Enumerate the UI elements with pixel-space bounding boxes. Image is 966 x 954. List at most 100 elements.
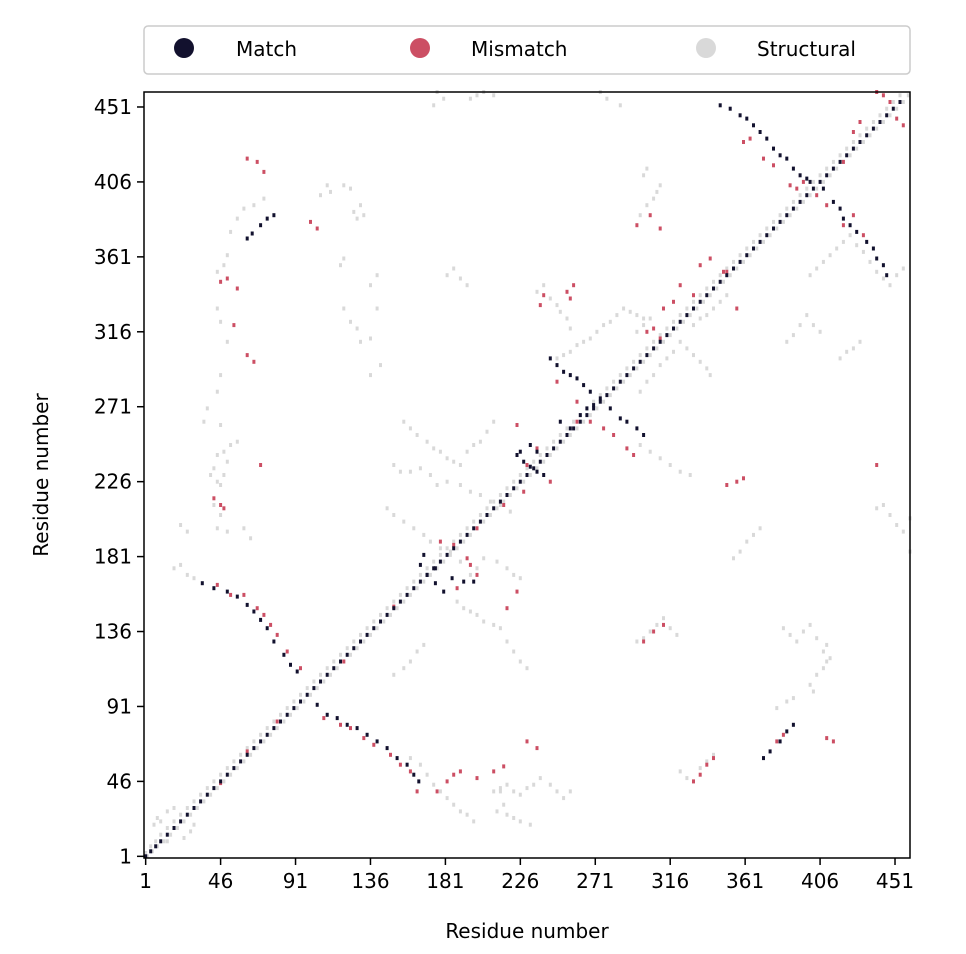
x-tick-label-10: 451: [876, 869, 914, 893]
point-structural-293: [349, 319, 352, 324]
point-structural-65: [575, 426, 579, 431]
point-structural-361: [458, 809, 462, 814]
point-match-161: [598, 396, 602, 401]
point-structural-177: [545, 446, 549, 451]
point-structural-188: [618, 373, 622, 378]
point-structural-1: [150, 849, 154, 854]
point-structural-494: [738, 549, 742, 554]
point-structural-439: [788, 632, 792, 637]
point-structural-250: [219, 483, 223, 487]
point-structural-503: [498, 789, 502, 794]
point-mismatch-24: [389, 752, 392, 757]
point-structural-251: [222, 473, 226, 477]
point-structural-404: [638, 389, 642, 394]
point-structural-48: [462, 539, 466, 544]
point-match-33: [359, 639, 362, 644]
point-structural-440: [795, 639, 799, 644]
point-match-99: [798, 199, 802, 204]
point-structural-436: [668, 626, 672, 631]
point-match-117: [225, 589, 229, 594]
point-structural-139: [292, 699, 296, 704]
point-mismatch-40: [515, 589, 519, 594]
point-match-52: [485, 513, 489, 517]
point-structural-302: [415, 433, 419, 437]
point-match-189: [831, 199, 835, 204]
point-structural-468: [855, 243, 859, 248]
point-match-142: [418, 562, 422, 567]
point-structural-144: [325, 666, 329, 671]
point-match-82: [685, 313, 689, 318]
point-match-128: [325, 712, 329, 717]
point-structural-327: [385, 506, 389, 511]
point-match-176: [738, 113, 742, 118]
point-structural-429: [678, 469, 682, 474]
point-structural-382: [595, 329, 599, 334]
point-structural-166: [472, 519, 476, 524]
point-structural-378: [568, 349, 572, 354]
point-structural-477: [791, 333, 795, 338]
point-structural-502: [422, 642, 426, 647]
legend-label-match: Match: [236, 37, 297, 61]
point-match-174: [718, 103, 722, 108]
point-structural-141: [305, 686, 309, 691]
point-match-138: [417, 779, 421, 784]
point-structural-67: [588, 413, 592, 418]
point-mismatch-23: [372, 742, 376, 747]
point-structural-321: [458, 483, 462, 487]
point-structural-74: [635, 366, 639, 371]
point-match-68: [592, 406, 596, 411]
point-match-61: [545, 453, 549, 457]
point-mismatch-34: [525, 463, 529, 467]
point-structural-384: [608, 319, 612, 324]
point-match-57: [518, 479, 522, 484]
legend-marker-structural: [696, 38, 716, 58]
point-mismatch-93: [262, 169, 266, 174]
point-mismatch-37: [515, 423, 519, 427]
point-match-183: [785, 156, 789, 161]
point-match-146: [462, 579, 466, 584]
point-structural-121: [172, 819, 176, 824]
point-structural-46: [448, 552, 452, 557]
point-structural-229: [891, 100, 895, 104]
point-structural-230: [898, 93, 902, 98]
x-tick-label-7: 316: [651, 869, 689, 893]
point-match-182: [778, 153, 782, 158]
point-structural-399: [652, 196, 656, 201]
point-structural-422: [635, 329, 639, 334]
point-match-7: [185, 812, 189, 817]
point-mismatch-122: [875, 463, 879, 467]
point-structural-233: [159, 819, 163, 824]
point-structural-453: [785, 699, 789, 704]
point-structural-366: [505, 782, 509, 787]
y-tick-label-8: 361: [94, 245, 132, 269]
point-structural-467: [848, 233, 852, 238]
point-match-184: [791, 166, 795, 171]
point-structural-496: [752, 532, 755, 537]
point-structural-52: [488, 513, 492, 517]
point-structural-89: [735, 266, 739, 271]
point-mismatch-26: [408, 769, 412, 774]
point-match-197: [881, 263, 885, 268]
point-structural-287: [362, 213, 366, 218]
point-structural-305: [438, 449, 442, 454]
y-tick-label-3: 136: [94, 620, 132, 644]
point-structural-268: [219, 373, 223, 378]
point-match-18: [259, 739, 263, 744]
point-structural-137: [279, 712, 282, 717]
point-match-101: [811, 186, 815, 191]
point-structural-474: [895, 273, 899, 278]
point-structural-243: [185, 572, 189, 577]
point-structural-110: [875, 126, 879, 131]
point-structural-33: [362, 639, 366, 644]
point-structural-75: [642, 359, 646, 364]
point-structural-98: [795, 206, 799, 211]
point-mismatch-63: [748, 136, 752, 141]
point-structural-279: [319, 193, 322, 198]
point-structural-41: [415, 586, 419, 591]
point-mismatch-16: [275, 632, 279, 637]
point-match-181: [772, 146, 775, 151]
point-structural-363: [472, 819, 476, 824]
point-match-86: [712, 286, 715, 291]
point-match-48: [458, 539, 462, 544]
point-structural-222: [845, 146, 849, 151]
